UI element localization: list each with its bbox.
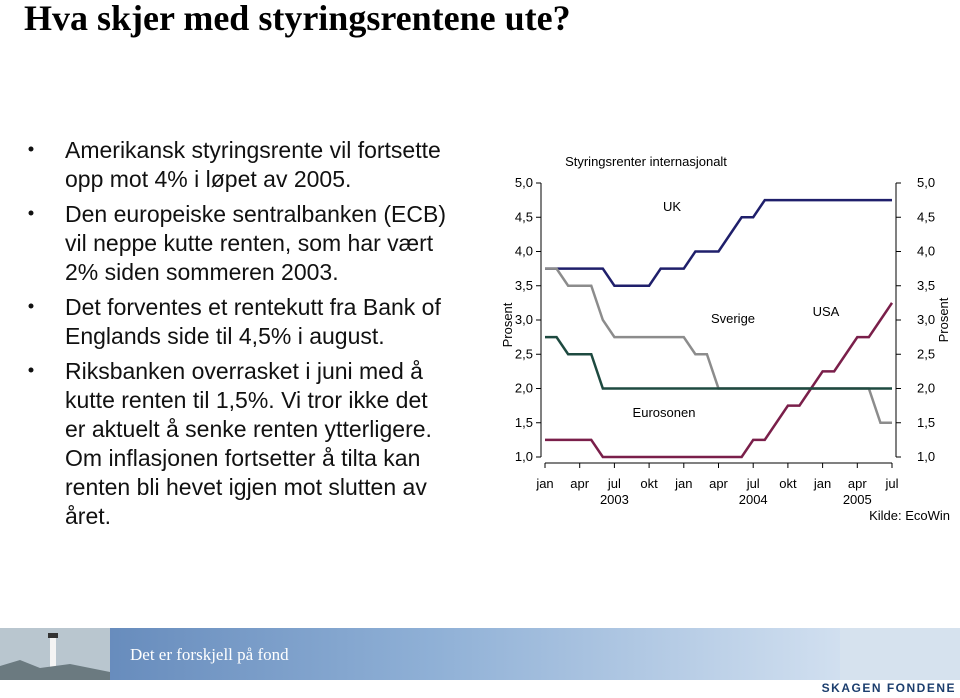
bullet-dot — [28, 367, 34, 373]
y-tick-label: 3,5 — [515, 278, 533, 293]
y-tick-label: 5,0 — [515, 175, 533, 190]
bullet-text: renten bli hevet igjen mot slutten av — [65, 474, 427, 500]
x-tick-label: jul — [884, 476, 898, 491]
bullet-text: Det forventes et rentekutt fra Bank of — [65, 294, 441, 320]
y2-tick-label: 2,5 — [917, 346, 935, 361]
series-line — [545, 302, 894, 459]
x-group-label: 2004 — [739, 492, 768, 507]
chart: Styringsrenter internasjonalt Prosent Pros… — [500, 154, 951, 523]
bullet-text: Englands side til 4,5% i august. — [65, 323, 385, 349]
bullet-text: 2% siden sommeren 2003. — [65, 259, 339, 285]
bullet-text: Riksbanken overrasket i juni med å — [65, 358, 423, 384]
series-label: UK — [663, 199, 681, 214]
y2-tick-label: 5,0 — [917, 175, 935, 190]
y2-tick-label: 1,5 — [917, 415, 935, 430]
lighthouse-top — [48, 633, 58, 638]
logo: SKAGEN FONDENE — [822, 681, 956, 695]
lighthouse — [50, 636, 56, 670]
bullet-text: vil neppe kutte renten, som har vært — [65, 230, 434, 256]
x-tick-label: jan — [535, 476, 553, 491]
bullet-dot — [28, 303, 34, 309]
bullet-text: Den europeiske sentralbanken (ECB) — [65, 201, 446, 227]
y2-tick-label: 3,0 — [917, 312, 935, 327]
bullet-dot — [28, 210, 34, 216]
bullet-list: Amerikansk styringsrente vil fortsette op… — [28, 137, 446, 529]
banner — [0, 628, 960, 680]
x-tick-label: apr — [570, 476, 589, 491]
x-tick-label: okt — [779, 476, 797, 491]
y2-tick-label: 2,0 — [917, 381, 935, 396]
x-tick-label: apr — [848, 476, 867, 491]
y2-tick-label: 1,0 — [917, 449, 935, 464]
bullet-text: Om inflasjonen fortsetter å tilta kan — [65, 445, 420, 471]
y2-axis-label: Prosent — [936, 297, 951, 342]
bullet-text: kutte renten til 1,5%. Vi tror ikke det — [65, 387, 428, 413]
banner-pattern — [840, 628, 960, 680]
series-line — [545, 267, 892, 424]
chart-title: Styringsrenter internasjonalt — [565, 154, 727, 169]
banner-text: Det er forskjell på fond — [130, 645, 289, 664]
series-label: USA — [813, 304, 840, 319]
x-tick-label: jul — [607, 476, 621, 491]
series-line — [545, 335, 892, 390]
bullet-text: året. — [65, 503, 111, 529]
x-tick-label: jul — [746, 476, 760, 491]
rocks — [0, 660, 110, 680]
y-tick-label: 2,5 — [515, 346, 533, 361]
y-tick-label: 2,0 — [515, 381, 533, 396]
x-tick-label: apr — [709, 476, 728, 491]
bullet-text: opp mot 4% i løpet av 2005. — [65, 166, 351, 192]
x-group-label: 2005 — [843, 492, 872, 507]
bullet-text: Amerikansk styringsrente vil fortsette — [65, 137, 441, 163]
series-label: Sverige — [711, 311, 755, 326]
x-tick-label: jan — [674, 476, 692, 491]
y2-tick-label: 4,0 — [917, 244, 935, 259]
y-tick-label: 1,5 — [515, 415, 533, 430]
y-tick-label: 4,0 — [515, 244, 533, 259]
y-tick-label: 3,0 — [515, 312, 533, 327]
y2-tick-label: 3,5 — [917, 278, 935, 293]
x-group-label: 2003 — [600, 492, 629, 507]
series-line — [545, 198, 892, 287]
x-tick-label: jan — [813, 476, 831, 491]
bullet-text: er aktuelt å senke renten ytterligere. — [65, 416, 432, 442]
y-axis-label: Prosent — [500, 302, 515, 347]
series-label: Eurosonen — [633, 405, 696, 420]
y-tick-label: 4,5 — [515, 209, 533, 224]
slide-title: Hva skjer med styringsrentene ute? — [24, 0, 571, 38]
bullet-dot — [28, 146, 34, 152]
y-tick-label: 1,0 — [515, 449, 533, 464]
x-tick-label: okt — [640, 476, 658, 491]
source: Kilde: EcoWin — [869, 508, 950, 523]
y2-tick-label: 4,5 — [917, 209, 935, 224]
